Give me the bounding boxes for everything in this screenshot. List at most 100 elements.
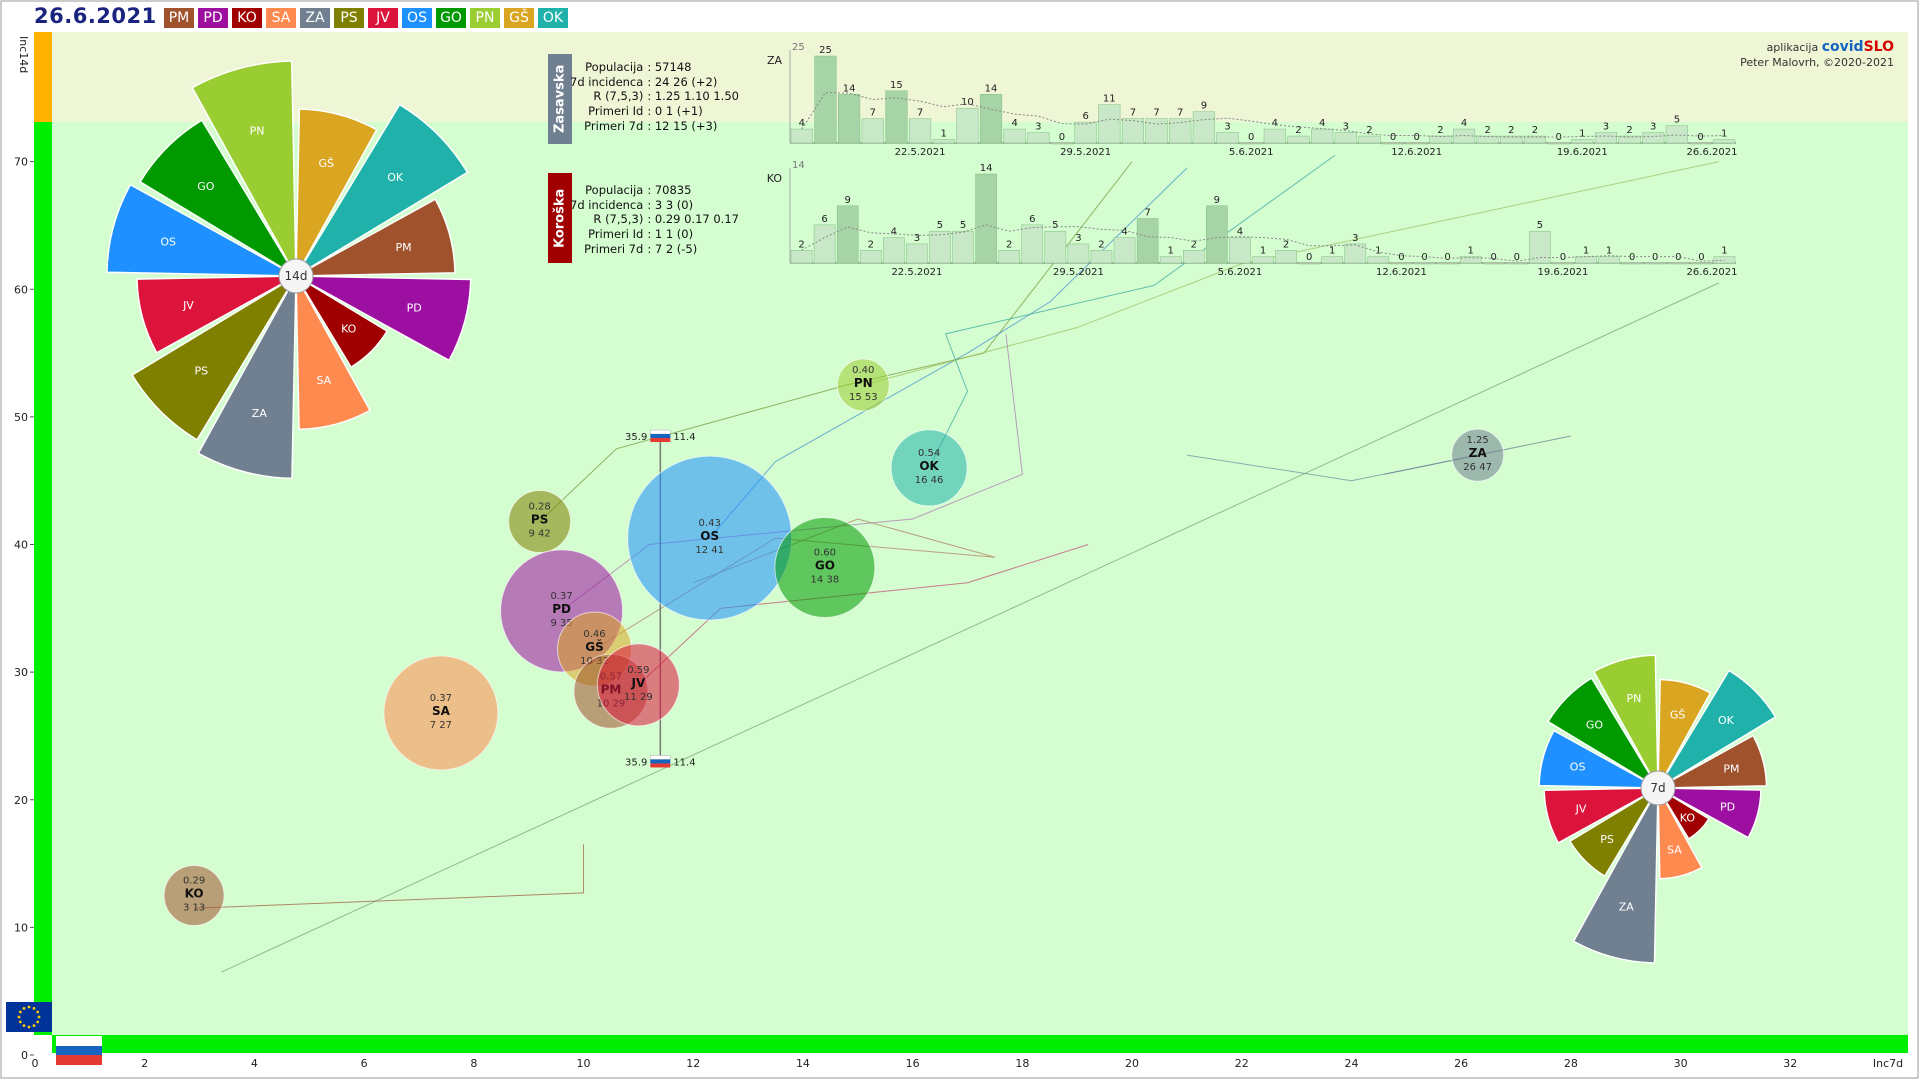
bar xyxy=(1523,135,1547,144)
x-tick-label: 28 xyxy=(1564,1057,1578,1070)
bar-value-label: 0 xyxy=(1652,252,1658,263)
x-axis-label: Inc7d xyxy=(1873,1057,1903,1070)
bar-value-label: 25 xyxy=(819,45,832,56)
bar xyxy=(1552,262,1574,265)
bar xyxy=(1044,230,1067,264)
x-tick-label: 20 xyxy=(1125,1057,1139,1070)
bar xyxy=(1136,218,1159,264)
bubble-r-value: 0.59 xyxy=(627,665,649,676)
bar-value-label: 0 xyxy=(1421,252,1427,263)
bar-value-label: 0 xyxy=(1414,132,1420,143)
bar-chart-region-code: KO xyxy=(767,172,783,185)
pie-14d-slice-label: KO xyxy=(341,323,357,336)
bar xyxy=(1169,118,1192,144)
bar xyxy=(979,94,1003,144)
bar-chart-region-code: ZA xyxy=(767,54,783,67)
bar xyxy=(1113,237,1136,264)
pie-14d-slice-label: PS xyxy=(194,365,208,378)
legend-chip-KO: KO xyxy=(232,8,262,28)
bar xyxy=(1690,262,1713,265)
pie-7d-slice-KO xyxy=(1657,787,1710,840)
info-value: : 24 26 (+2) xyxy=(647,74,718,89)
bar-value-label: 0 xyxy=(1555,132,1561,143)
bubble-values: 11 29 xyxy=(624,692,653,703)
bubble-code: OK xyxy=(919,459,939,473)
bar-value-label: 5 xyxy=(960,220,966,231)
bar-chart-avg-line xyxy=(801,224,1725,262)
bar xyxy=(1252,256,1274,264)
eu-flag-star xyxy=(36,1010,40,1014)
bar xyxy=(932,139,955,144)
brand-part-a: covid xyxy=(1821,39,1864,55)
bar-value-label: 2 xyxy=(1098,239,1104,250)
bar-chart-date-label: 29.5.2021 xyxy=(1060,147,1111,158)
pie-7d-center xyxy=(1640,770,1676,806)
bubble-r-value: 0.29 xyxy=(183,875,205,886)
bar xyxy=(1090,250,1113,264)
bar-value-label: 6 xyxy=(1029,214,1035,225)
bar xyxy=(1571,139,1594,144)
pie-14d-slice-label: OK xyxy=(387,171,404,184)
info-key: R (7,5,3) xyxy=(593,89,644,104)
bar xyxy=(975,173,997,264)
bar-value-label: 0 xyxy=(1248,132,1254,143)
x-tick-label: 6 xyxy=(361,1057,368,1070)
info-value: : 1 1 (0) xyxy=(647,227,694,242)
bar-value-label: 1 xyxy=(1579,129,1585,140)
info-key: Primeri 7d xyxy=(584,118,644,133)
pie-14d-slice-label: SA xyxy=(316,374,331,387)
bubble-r-value: 0.43 xyxy=(699,518,721,529)
reference-diagonal xyxy=(221,282,1720,973)
bar-chart-date-label: 29.5.2021 xyxy=(1053,267,1104,278)
pie-14d-slice-label: JV xyxy=(182,299,194,312)
bubble-values: 7 27 xyxy=(430,720,452,731)
bar xyxy=(1263,128,1286,144)
pie-14d-slice-label: ZA xyxy=(252,407,268,420)
y-tick-label: 70 xyxy=(14,156,28,169)
info-key: 7d incidenca xyxy=(570,197,644,212)
x-tick-label: 16 xyxy=(906,1057,920,1070)
bar-value-label: 2 xyxy=(1437,125,1443,136)
eu-flag-star xyxy=(17,1015,21,1019)
pie-14d-slice-PS xyxy=(131,275,297,441)
x-tick-label: 0 xyxy=(32,1057,39,1070)
y-tick-label: 0 xyxy=(21,1049,28,1062)
bar-value-label: 11 xyxy=(1103,94,1116,105)
bar-value-label: 1 xyxy=(1329,246,1335,257)
slovenia-flag-mini xyxy=(650,438,671,443)
pie-7d-slice-label: OK xyxy=(1718,714,1735,727)
bar xyxy=(1003,128,1026,144)
pie-7d-slice-label: PS xyxy=(1600,833,1614,846)
bar-chart-date-label: 19.6.2021 xyxy=(1537,267,1588,278)
x-band-green xyxy=(52,1035,1908,1053)
bar-chart-date-label: 12.6.2021 xyxy=(1376,267,1427,278)
pie-14d-slice-SA xyxy=(295,275,372,431)
bar-value-label: 2 xyxy=(1283,239,1289,250)
info-key: Primeri Id xyxy=(588,227,644,242)
legend-chip-OS: OS xyxy=(402,8,432,28)
bar-value-label: 0 xyxy=(1491,252,1497,263)
bar-value-label: 0 xyxy=(1697,132,1703,143)
bubble-code: ZA xyxy=(1469,446,1488,460)
bar-value-label: 7 xyxy=(870,108,876,119)
bubble-code: PN xyxy=(854,376,873,390)
trail-line xyxy=(194,844,585,909)
pie-14d-slice-label: PD xyxy=(407,302,422,315)
pie-7d-slice-PN xyxy=(1592,654,1659,789)
slovenia-flag-mini xyxy=(650,434,671,439)
report-date: 26.6.2021 xyxy=(34,4,157,28)
slovenia-flag-mini xyxy=(650,755,671,760)
bar xyxy=(859,250,882,264)
bar xyxy=(909,118,932,144)
bar-value-label: 1 xyxy=(1168,246,1174,257)
bar-value-label: 2 xyxy=(1295,125,1301,136)
bar-value-label: 7 xyxy=(1153,108,1159,119)
legend-chip-OK: OK xyxy=(538,8,568,28)
bar-value-label: 1 xyxy=(941,129,947,140)
bar-value-label: 7 xyxy=(1130,108,1136,119)
bubble-code: GO xyxy=(815,558,835,572)
x-tick-label: 2 xyxy=(141,1057,148,1070)
bar-value-label: 4 xyxy=(1121,227,1127,238)
bar-value-label: 4 xyxy=(1461,118,1467,129)
